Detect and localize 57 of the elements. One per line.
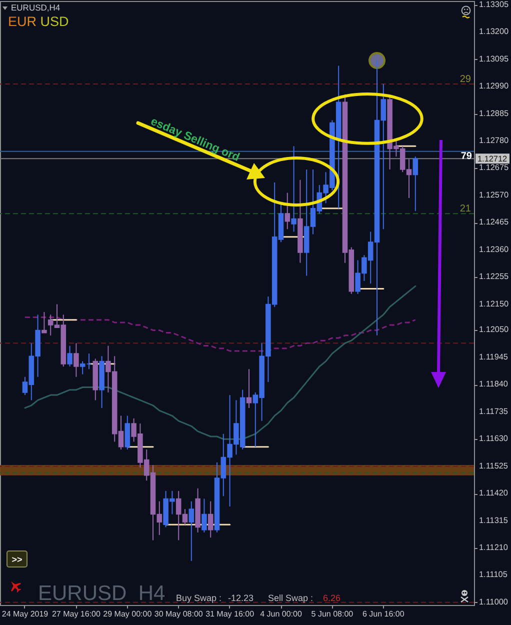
candlestick	[284, 192, 290, 230]
y-tick-label: 1.12465	[479, 218, 510, 227]
y-tick-label: 1.13095	[479, 54, 510, 64]
y-tick-label: 1.11630	[479, 434, 508, 444]
x-tick-label: 29 May 00:00	[103, 610, 152, 618]
y-tick-label: 1.11210	[479, 542, 508, 552]
y-tick-label: 1.11105	[479, 570, 508, 580]
annotation: Buy Swap :	[176, 593, 222, 603]
candlestick	[412, 156, 418, 212]
chart-title: EURUSD,H4	[11, 2, 60, 12]
annotation: 79	[460, 150, 472, 162]
y-tick-label: 1.11945	[479, 352, 508, 362]
candlestick	[202, 498, 207, 533]
line-series	[24, 316, 416, 352]
x-tick-label: 31 May 16:00	[206, 610, 255, 618]
y-tick-label: 1.13305	[479, 0, 510, 9]
candlestick	[74, 342, 79, 378]
y-tick-label: 1.11840	[479, 380, 508, 389]
candlestick	[67, 345, 72, 368]
forward-button: >>	[6, 550, 28, 568]
x-tick-label: 24 May 2019	[2, 610, 49, 618]
x-tick-label: 6 Jun 16:00	[362, 610, 405, 618]
annotation: -12.23	[228, 593, 254, 603]
candlestick	[42, 312, 47, 334]
y-tick-label: 1.11735	[479, 406, 508, 416]
y-tick-label: 1.11420	[479, 488, 508, 498]
candlestick	[124, 415, 130, 450]
y-tick-label: 1.12570	[479, 190, 510, 200]
candlestick	[208, 500, 214, 538]
y-tick-label: 1.13200	[479, 27, 510, 36]
candlestick	[246, 368, 252, 408]
annotation: >>	[12, 554, 22, 564]
y-tick-label: 1.12780	[479, 136, 510, 145]
y-tick-label: 1.12255	[479, 272, 510, 282]
annotation: EURUSD H4	[38, 582, 166, 605]
x-tick-label: 30 May 08:00	[154, 610, 204, 618]
price-tag: 1.12712	[476, 154, 510, 164]
y-tick-label: 1.12360	[479, 244, 510, 254]
annotation: Sell Swap :	[268, 593, 314, 603]
y-tick-label: 1.12990	[479, 82, 510, 91]
y-tick-label: 1.12150	[479, 299, 510, 308]
y-tick-label: 1.11000	[479, 597, 508, 606]
annotation: 21	[460, 204, 472, 215]
candlestick	[188, 500, 194, 562]
x-tick-label: 4 Jun 00:00	[260, 610, 302, 618]
annotation: 29	[460, 74, 472, 85]
text: EUR USD	[8, 14, 70, 29]
candlestick	[291, 146, 296, 232]
y-tick-label: 1.12885	[479, 108, 510, 118]
annotation: 6.26	[323, 593, 341, 603]
y-tick-label: 1.11525	[479, 461, 508, 470]
candlestick	[80, 360, 86, 375]
y-tick-label: 1.12675	[479, 163, 510, 172]
y-tick-label: 1.11315	[479, 516, 508, 525]
x-tick-label: 5 Jun 08:00	[311, 610, 354, 618]
x-tick-label: 27 May 16:00	[52, 610, 101, 618]
y-tick-label: 1.12050	[479, 325, 510, 334]
